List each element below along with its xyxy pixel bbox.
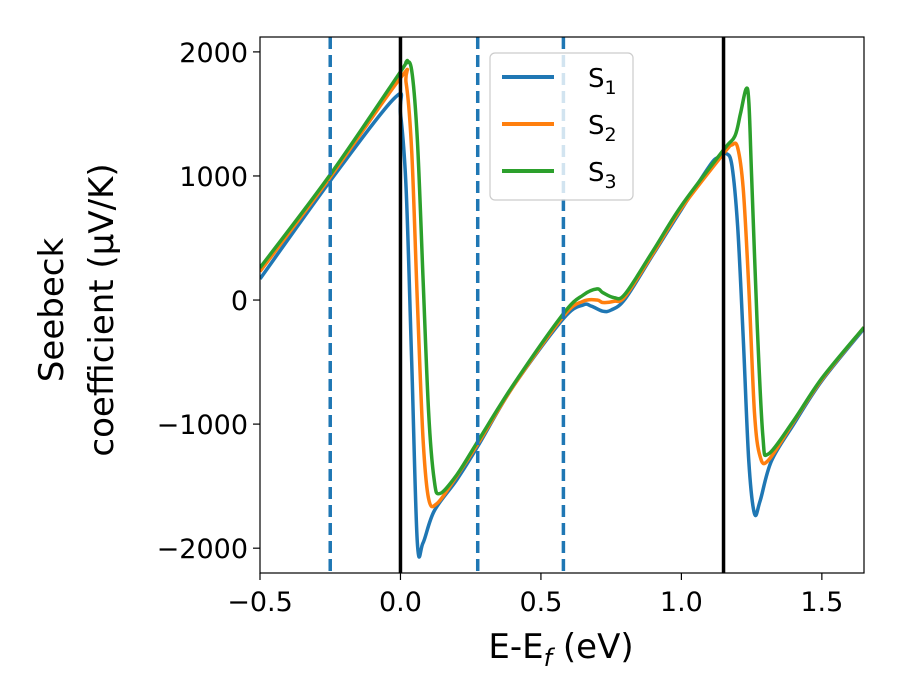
series-line-s2 — [260, 67, 864, 509]
plot-lines — [260, 37, 864, 573]
legend-label-s2: S2 — [588, 111, 617, 146]
x-tick-label: 1.0 — [660, 587, 703, 618]
plot-frame — [259, 36, 865, 574]
series-line-s3 — [260, 58, 864, 496]
x-axis-label: E-Ef (eV) — [488, 627, 633, 672]
y-axis-label-line1: Seebeck — [32, 238, 72, 383]
x-tick-label: 0.5 — [519, 587, 562, 618]
legend-label-s3: S3 — [588, 158, 617, 193]
x-tick-label: 1.5 — [800, 587, 843, 618]
legend-box — [489, 52, 634, 201]
y-tick-label: −1000 — [157, 410, 248, 441]
y-tick-label: 2000 — [179, 38, 248, 69]
series-line-s1 — [260, 91, 864, 559]
x-tick-label: −0.5 — [227, 587, 293, 618]
legend-label-s1: S1 — [588, 64, 617, 99]
y-tick-label: 0 — [231, 286, 248, 317]
x-tick-label: 0.0 — [379, 587, 422, 618]
y-tick-label: 1000 — [179, 162, 248, 193]
axis-ticks: −0.5 0.0 0.5 1.0 1.5 −2000 −1000 0 1000 2000 — [157, 38, 844, 618]
y-axis-label-line2: coefficient (μV/K) — [82, 163, 122, 456]
y-tick-label: −2000 — [157, 534, 248, 565]
legend: S1 S2 S3 — [489, 52, 634, 201]
